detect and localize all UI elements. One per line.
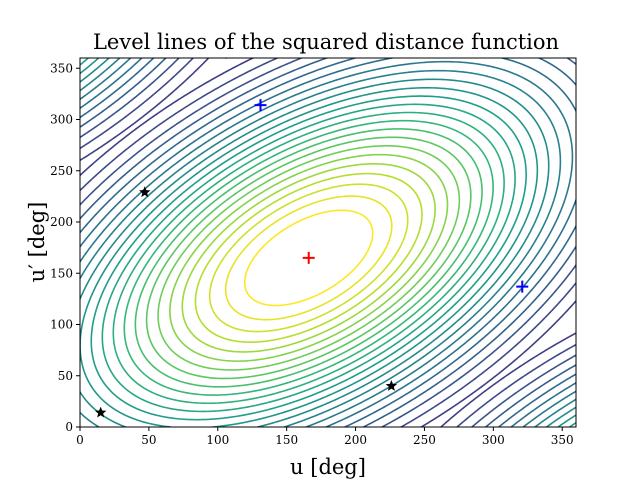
x-tick-label-0: 0 — [76, 433, 84, 447]
contour-level-18 — [123, 119, 494, 396]
y-tick-label-7: 350 — [50, 61, 73, 75]
contour-level-25 — [208, 183, 409, 333]
contour-level-16 — [101, 103, 516, 413]
y-tick-label-3: 150 — [50, 266, 73, 280]
star-marker-2 — [139, 186, 151, 198]
contour-level-20 — [145, 136, 472, 380]
y-tick-label-5: 250 — [50, 164, 73, 178]
y-tick-label-0: 0 — [65, 420, 73, 434]
contour-level-21 — [157, 145, 461, 371]
x-tick-label-4: 200 — [344, 433, 367, 447]
contour-level-22 — [169, 153, 449, 362]
chart-title: Level lines of the squared distance func… — [93, 30, 559, 54]
plot-frame — [79, 57, 577, 428]
y-axis-label: u′ [deg] — [25, 202, 49, 283]
y-tick-label-6: 300 — [50, 113, 73, 127]
contour-lines — [80, 58, 576, 427]
x-tick-label-6: 300 — [482, 433, 505, 447]
blue-cross-marker-0 — [254, 99, 267, 112]
contour-level-7 — [80, 58, 576, 427]
contour-level-12 — [80, 58, 576, 427]
star-marker-3 — [94, 406, 107, 418]
contour-level-5 — [80, 58, 576, 427]
contour-level-26 — [224, 195, 393, 321]
center-cross-marker — [302, 251, 315, 264]
contour-level-23 — [181, 163, 436, 353]
y-tick-label-2: 100 — [50, 318, 73, 332]
blue-cross-marker-1 — [516, 280, 529, 293]
contour-level-17 — [112, 111, 505, 405]
y-tick-label-4: 200 — [50, 215, 73, 229]
x-axis-ticks: 0 50 100 150 200 250 300 350 — [76, 427, 574, 447]
y-axis-ticks: 0 50 100 150 200 250 300 350 — [50, 61, 80, 434]
x-tick-label-7: 350 — [551, 433, 574, 447]
x-tick-label-3: 150 — [275, 433, 298, 447]
x-tick-label-5: 250 — [413, 433, 436, 447]
contour-level-13 — [80, 58, 576, 427]
contour-level-27 — [243, 209, 374, 307]
y-tick-label-1: 50 — [58, 369, 73, 383]
star-marker-4 — [385, 380, 398, 391]
x-tick-label-2: 100 — [206, 433, 229, 447]
x-tick-label-1: 50 — [141, 433, 156, 447]
x-axis-label: u [deg] — [290, 455, 366, 479]
contour-level-24 — [194, 172, 423, 343]
markers — [94, 99, 529, 418]
contour-level-6 — [80, 58, 576, 427]
contour-level-14 — [80, 58, 576, 427]
contour-level-19 — [134, 128, 483, 388]
